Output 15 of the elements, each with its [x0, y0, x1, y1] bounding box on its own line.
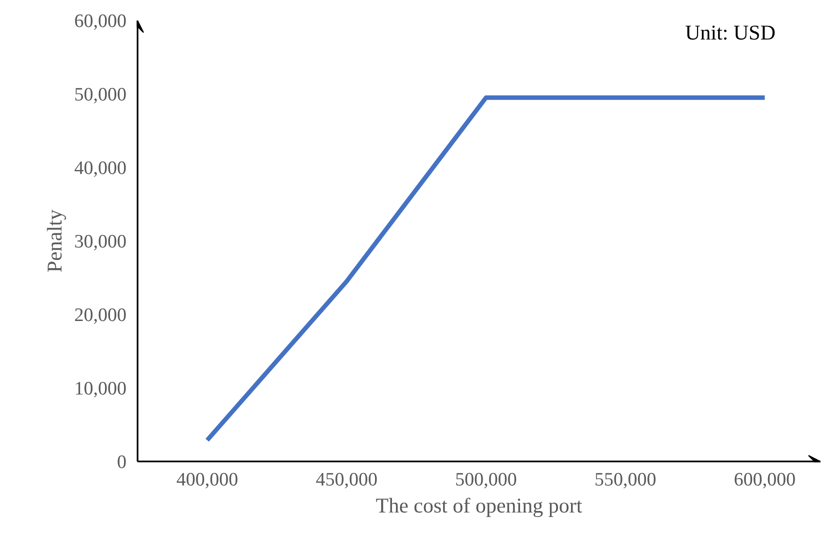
- y-axis-title: Penalty: [42, 209, 66, 272]
- y-tick-label: 50,000: [74, 84, 126, 106]
- x-axis-title: The cost of opening port: [376, 494, 582, 518]
- y-tick-label: 30,000: [74, 232, 126, 252]
- x-tick-label: 500,000: [455, 470, 517, 490]
- x-tick-label: 450,000: [316, 470, 378, 490]
- y-tick-label: 20,000: [74, 305, 126, 326]
- x-tick-label: 400,000: [176, 470, 238, 490]
- y-tick-label: 10,000: [74, 378, 126, 400]
- x-tick-label: 600,000: [734, 470, 796, 490]
- y-tick-label: 0: [117, 452, 126, 473]
- annotation: Unit: USD: [685, 20, 776, 44]
- y-tick-label: 60,000: [74, 11, 126, 32]
- x-tick-label: 550,000: [594, 470, 656, 490]
- y-tick-label: 40,000: [74, 158, 126, 179]
